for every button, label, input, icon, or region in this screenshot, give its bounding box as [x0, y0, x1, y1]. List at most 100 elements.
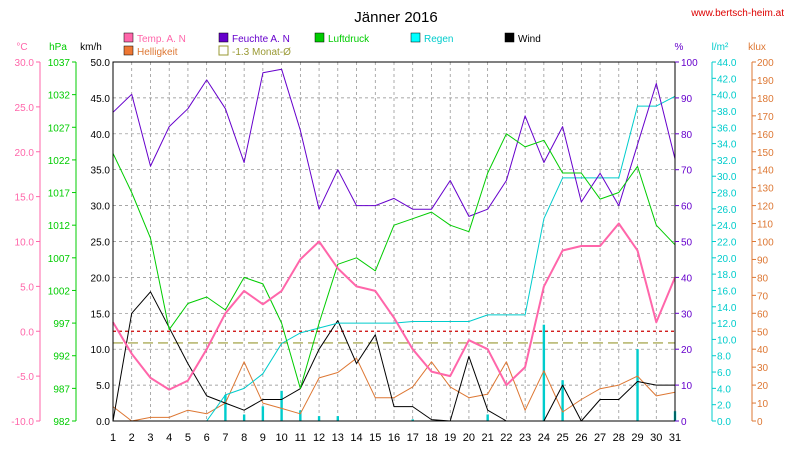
y-tick-label-rain: 32.0	[717, 156, 737, 167]
x-tick-label: 19	[444, 432, 456, 444]
y-tick-label-light: 0	[757, 417, 763, 428]
y-tick-label-light: 60	[757, 309, 769, 320]
y-tick-label-pressure: 982	[53, 417, 70, 428]
y-tick-label-rain: 8.0	[717, 352, 731, 363]
y-tick-label-humidity: 60	[681, 202, 693, 213]
y-tick-label-light: 170	[757, 112, 774, 123]
unit-header-pressure: hPa	[49, 42, 67, 53]
y-tick-label-temp: 10.0	[15, 238, 35, 249]
legend-label-monthly-avg: -1.3 Monat-Ø	[232, 47, 291, 58]
x-tick-label: 4	[166, 432, 172, 444]
x-tick-label: 3	[147, 432, 153, 444]
y-tick-label-light: 30	[757, 363, 769, 374]
y-tick-label-pressure: 1007	[48, 254, 71, 265]
x-tick-label: 22	[500, 432, 512, 444]
y-tick-label-rain: 18.0	[717, 270, 737, 281]
y-tick-label-humidity: 80	[681, 130, 693, 141]
y-tick-label-rain: 14.0	[717, 303, 737, 314]
legend-label-wind: Wind	[518, 34, 541, 45]
x-tick-label: 15	[369, 432, 381, 444]
y-tick-label-temp: -5.0	[17, 372, 35, 383]
y-tick-label-light: 20	[757, 381, 769, 392]
y-tick-label-temp: 25.0	[15, 103, 35, 114]
y-tick-label-pressure: 1017	[48, 189, 71, 200]
y-tick-label-rain: 38.0	[717, 107, 737, 118]
x-tick-label: 21	[482, 432, 494, 444]
x-tick-label: 26	[575, 432, 587, 444]
y-tick-label-wind: 5.0	[96, 381, 110, 392]
x-tick-label: 30	[650, 432, 662, 444]
y-tick-label-rain: 16.0	[717, 286, 737, 297]
y-tick-label-wind: 35.0	[91, 166, 111, 177]
y-tick-label-temp: 20.0	[15, 148, 35, 159]
y-tick-label-light: 80	[757, 273, 769, 284]
y-tick-label-wind: 10.0	[91, 345, 111, 356]
y-tick-label-wind: 30.0	[91, 202, 111, 213]
x-tick-label: 14	[350, 432, 362, 444]
y-tick-label-light: 120	[757, 202, 774, 213]
y-tick-label-temp: 0.0	[20, 327, 34, 338]
y-tick-label-temp: 15.0	[15, 193, 35, 204]
rain-bar	[261, 406, 265, 421]
y-tick-label-pressure: 1037	[48, 58, 71, 69]
y-tick-label-rain: 6.0	[717, 368, 731, 379]
y-tick-label-pressure: 1027	[48, 123, 71, 134]
y-tick-label-light: 160	[757, 130, 774, 141]
y-tick-label-humidity: 30	[681, 309, 693, 320]
y-tick-label-rain: 36.0	[717, 123, 737, 134]
legend-label-temp: Temp. A. N	[137, 34, 186, 45]
x-tick-label: 6	[204, 432, 210, 444]
y-tick-label-light: 50	[757, 327, 769, 338]
rain-bar	[242, 414, 246, 421]
y-tick-label-wind: 0.0	[96, 417, 110, 428]
x-tick-label: 31	[669, 432, 681, 444]
unit-header-wind: km/h	[80, 42, 102, 53]
rain-bar	[561, 380, 564, 421]
y-tick-label-humidity: 0	[681, 417, 687, 428]
legend-swatch-monthly-avg	[218, 45, 229, 56]
rain-bar	[336, 416, 339, 421]
grid	[113, 62, 675, 421]
x-tick-label: 27	[594, 432, 606, 444]
y-tick-label-humidity: 70	[681, 166, 693, 177]
y-tick-label-rain: 26.0	[717, 205, 737, 216]
y-tick-label-wind: 15.0	[91, 309, 111, 320]
y-tick-label-light: 10	[757, 399, 769, 410]
y-tick-label-humidity: 40	[681, 273, 693, 284]
y-tick-label-humidity: 50	[681, 238, 693, 249]
y-tick-label-pressure: 1032	[48, 91, 71, 102]
x-tick-label: 9	[260, 432, 266, 444]
x-tick-label: 10	[275, 432, 287, 444]
y-tick-label-light: 90	[757, 255, 769, 266]
y-tick-label-humidity: 10	[681, 381, 693, 392]
legend-label-light: Helligkeit	[137, 47, 178, 58]
series-line-humidity	[112, 68, 676, 217]
y-tick-label-wind: 25.0	[91, 238, 111, 249]
series-line-pressure	[112, 133, 676, 389]
x-tick-label: 7	[222, 432, 228, 444]
axes: 1 2 3 4 5 6 7 8 9 10 11 12 13 14 15 16 17 18 19 20 21 22 23 24 2…	[11, 58, 774, 444]
x-tick-label: 25	[556, 432, 568, 444]
legend-label-pressure: Luftdruck	[328, 34, 370, 45]
rain-bar	[636, 349, 639, 421]
legend-label-rain: Regen	[424, 34, 453, 45]
y-tick-label-pressure: 992	[53, 352, 70, 363]
x-tick-label: 29	[631, 432, 643, 444]
y-tick-label-rain: 44.0	[717, 58, 737, 69]
y-tick-label-rain: 40.0	[717, 91, 737, 102]
reference-lines	[113, 330, 675, 344]
legend-swatch-light	[123, 45, 134, 56]
y-tick-label-rain: 42.0	[717, 74, 737, 85]
legend-swatch-rain	[410, 32, 421, 43]
website-label: www.bertsch-heim.at	[690, 8, 784, 19]
x-tick-label: 12	[313, 432, 325, 444]
y-tick-label-humidity: 90	[681, 94, 693, 105]
y-tick-label-rain: 24.0	[717, 221, 737, 232]
chart-title: Jänner 2016	[354, 9, 437, 26]
y-tick-label-light: 100	[757, 238, 774, 249]
y-tick-label-rain: 2.0	[717, 401, 731, 412]
series-line-light	[112, 357, 676, 422]
legend-swatch-pressure	[314, 32, 325, 43]
y-tick-label-light: 200	[757, 58, 774, 69]
